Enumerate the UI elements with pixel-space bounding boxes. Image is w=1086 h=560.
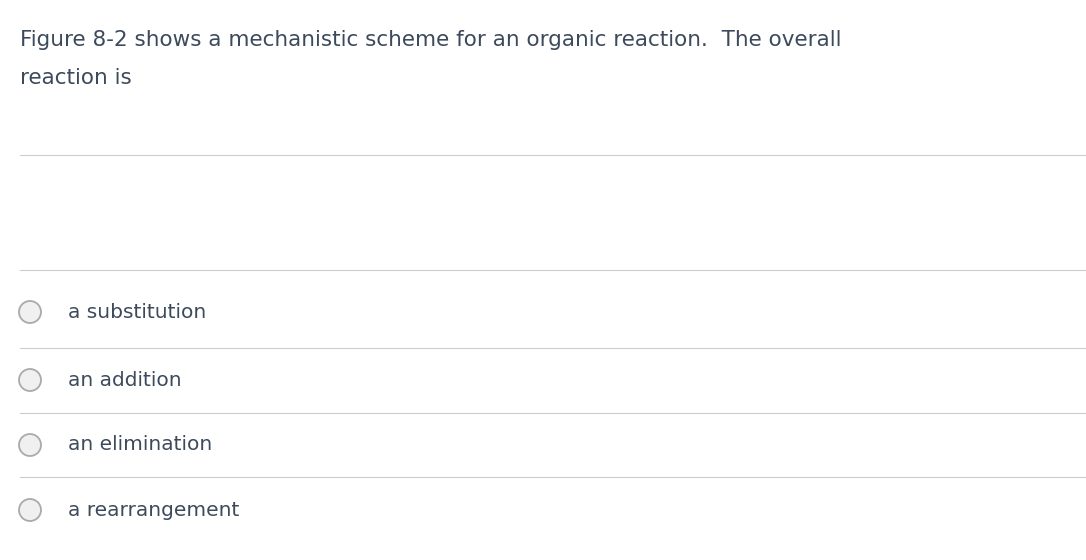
- Text: a rearrangement: a rearrangement: [68, 501, 239, 520]
- Circle shape: [18, 369, 41, 391]
- Text: a substitution: a substitution: [68, 302, 206, 321]
- Circle shape: [18, 301, 41, 323]
- Circle shape: [18, 499, 41, 521]
- Text: an addition: an addition: [68, 371, 181, 390]
- Circle shape: [18, 434, 41, 456]
- Text: reaction is: reaction is: [20, 68, 131, 88]
- Text: Figure 8-2 shows a mechanistic scheme for an organic reaction.  The overall: Figure 8-2 shows a mechanistic scheme fo…: [20, 30, 842, 50]
- Text: an elimination: an elimination: [68, 436, 212, 455]
